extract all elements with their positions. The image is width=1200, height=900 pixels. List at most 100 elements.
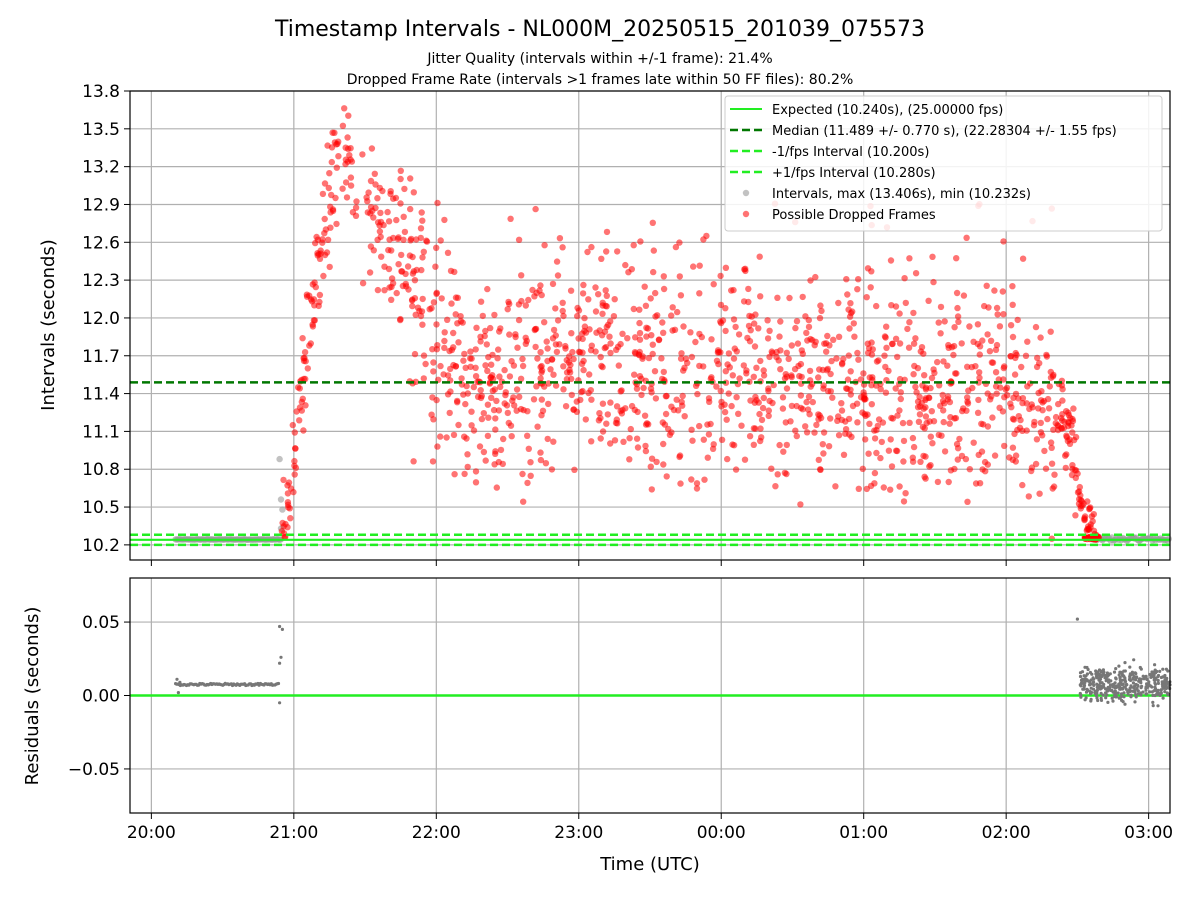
dropped-frame-point bbox=[788, 342, 795, 349]
dropped-frame-point bbox=[660, 273, 667, 280]
dropped-frame-point bbox=[920, 350, 927, 357]
dropped-frame-point bbox=[381, 263, 388, 270]
dropped-frame-point bbox=[660, 285, 668, 293]
dropped-frame-point bbox=[728, 402, 735, 410]
dropped-frame-point bbox=[1004, 392, 1011, 399]
dropped-frame-point bbox=[705, 431, 713, 438]
dropped-frame-point bbox=[855, 485, 862, 492]
dropped-frame-point bbox=[1009, 444, 1017, 451]
dropped-frame-point bbox=[464, 451, 471, 458]
dropped-frame-point bbox=[792, 324, 799, 332]
dropped-frame-point bbox=[587, 387, 594, 394]
residual-point bbox=[1085, 672, 1089, 676]
dropped-frame-point bbox=[918, 344, 926, 351]
residual-point bbox=[1114, 667, 1118, 671]
dropped-frame-point bbox=[418, 209, 425, 216]
dropped-frame-point bbox=[537, 363, 544, 371]
dropped-frame-point bbox=[991, 287, 998, 294]
dropped-frame-point bbox=[746, 433, 754, 440]
dropped-frame-point bbox=[1009, 301, 1016, 308]
dropped-frame-point bbox=[776, 441, 783, 449]
dropped-frame-point bbox=[647, 295, 654, 302]
dropped-frame-point bbox=[538, 369, 545, 376]
dropped-frame-point bbox=[1035, 389, 1042, 397]
dropped-frame-point bbox=[750, 425, 758, 432]
dropped-frame-point bbox=[450, 344, 457, 351]
interval-point bbox=[277, 496, 285, 503]
dropped-frame-point bbox=[537, 282, 544, 289]
residual-point bbox=[1158, 669, 1162, 674]
dropped-frame-point bbox=[696, 422, 703, 430]
dropped-frame-point bbox=[611, 296, 618, 303]
dropped-frame-point bbox=[897, 389, 904, 396]
dropped-frame-point bbox=[574, 304, 581, 312]
dropped-frame-point bbox=[291, 462, 298, 469]
dropped-frame-point bbox=[580, 281, 587, 289]
dropped-frame-point bbox=[603, 248, 610, 255]
dropped-frame-point bbox=[312, 239, 319, 247]
dropped-frame-point bbox=[816, 314, 824, 322]
dropped-frame-point bbox=[740, 362, 747, 369]
residual-point bbox=[175, 677, 179, 681]
residual-point bbox=[1102, 673, 1106, 677]
dropped-frame-point bbox=[642, 447, 650, 455]
dropped-frame-point bbox=[1069, 429, 1076, 436]
chart-subtitle-dropped: Dropped Frame Rate (intervals >1 frames … bbox=[347, 72, 854, 88]
dropped-frame-point bbox=[440, 371, 447, 378]
residual-point bbox=[1089, 690, 1094, 695]
residual-point bbox=[1151, 700, 1155, 705]
dropped-frame-point bbox=[803, 398, 810, 406]
dropped-frame-point bbox=[430, 359, 437, 366]
dropped-frame-point bbox=[631, 349, 639, 356]
dropped-frame-point bbox=[407, 205, 414, 213]
dropped-frame-point bbox=[1019, 399, 1026, 407]
dropped-frame-point bbox=[538, 396, 545, 403]
dropped-frame-point bbox=[407, 237, 414, 244]
dropped-frame-point bbox=[1081, 515, 1088, 522]
dropped-frame-point bbox=[541, 242, 548, 249]
dropped-frame-point bbox=[827, 415, 834, 422]
dropped-frame-point bbox=[1084, 498, 1091, 505]
dropped-frame-point bbox=[747, 327, 754, 334]
dropped-frame-point bbox=[1044, 395, 1052, 403]
dropped-frame-point bbox=[374, 195, 381, 202]
residual-point bbox=[280, 627, 284, 632]
dropped-frame-point bbox=[794, 340, 802, 347]
dropped-frame-point bbox=[854, 286, 861, 293]
residual-point bbox=[276, 681, 281, 686]
dropped-frame-point bbox=[888, 340, 896, 348]
dropped-frame-point bbox=[472, 373, 480, 380]
dropped-frame-point bbox=[845, 415, 853, 423]
dropped-frame-point bbox=[917, 458, 924, 465]
dropped-frame-point bbox=[817, 466, 824, 473]
dropped-frame-point bbox=[522, 340, 529, 347]
dropped-frame-point bbox=[457, 313, 464, 320]
dropped-frame-point bbox=[493, 397, 500, 405]
dropped-frame-point bbox=[613, 403, 621, 410]
residual-point bbox=[1118, 681, 1122, 685]
dropped-frame-point bbox=[487, 374, 495, 381]
dropped-frame-point bbox=[438, 295, 445, 302]
dropped-frame-point bbox=[882, 334, 889, 341]
legend-dropped-swatch bbox=[742, 210, 750, 218]
residual-point bbox=[1119, 692, 1124, 696]
dropped-frame-point bbox=[560, 363, 567, 370]
residual-point bbox=[1128, 665, 1132, 669]
dropped-frame-point bbox=[648, 486, 655, 493]
residual-point bbox=[1159, 675, 1163, 680]
dropped-frame-point bbox=[844, 291, 851, 298]
dropped-frame-point bbox=[321, 180, 329, 187]
dropped-frame-point bbox=[472, 346, 479, 353]
dropped-frame-point bbox=[376, 228, 384, 235]
dropped-frame-point bbox=[537, 349, 544, 356]
dropped-frame-point bbox=[811, 342, 818, 349]
dropped-frame-point bbox=[643, 333, 650, 340]
residual-point bbox=[1124, 687, 1128, 691]
dropped-frame-point bbox=[280, 523, 287, 530]
residual-point bbox=[1094, 692, 1098, 696]
dropped-frame-point bbox=[461, 470, 468, 478]
dropped-frame-point bbox=[915, 418, 923, 425]
residual-point bbox=[1099, 691, 1103, 696]
intervals-y-tick-label-2: 10.8 bbox=[82, 460, 120, 480]
dropped-frame-point bbox=[495, 346, 502, 353]
